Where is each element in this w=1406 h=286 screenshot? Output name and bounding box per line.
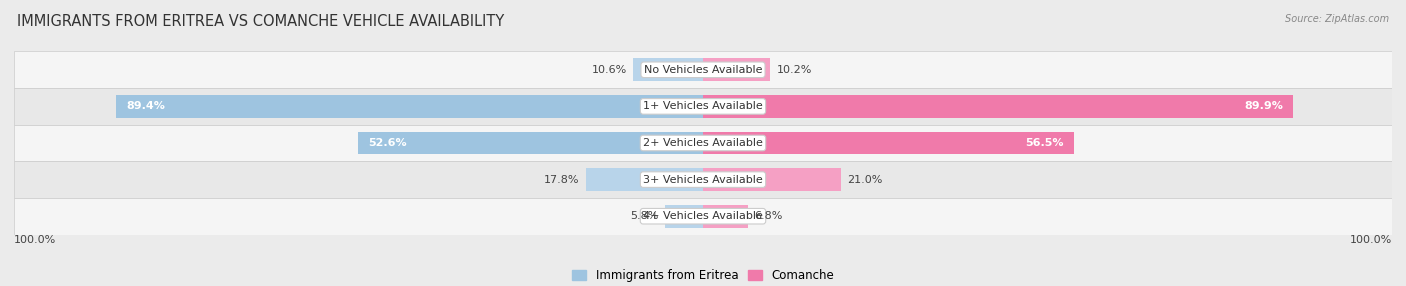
Text: 1+ Vehicles Available: 1+ Vehicles Available [643,102,763,111]
Text: No Vehicles Available: No Vehicles Available [644,65,762,75]
Text: 21.0%: 21.0% [848,175,883,184]
Legend: Immigrants from Eritrea, Comanche: Immigrants from Eritrea, Comanche [567,265,839,286]
Text: 2+ Vehicles Available: 2+ Vehicles Available [643,138,763,148]
Bar [117,95,703,118]
Bar [703,205,748,228]
Bar [586,168,703,191]
Text: Source: ZipAtlas.com: Source: ZipAtlas.com [1285,14,1389,24]
Bar [703,95,1294,118]
Text: 52.6%: 52.6% [368,138,406,148]
Bar [14,125,1392,161]
Text: 6.8%: 6.8% [754,211,783,221]
Text: IMMIGRANTS FROM ERITREA VS COMANCHE VEHICLE AVAILABILITY: IMMIGRANTS FROM ERITREA VS COMANCHE VEHI… [17,14,505,29]
Bar [359,132,703,154]
Bar [14,198,1392,235]
Text: 17.8%: 17.8% [544,175,579,184]
Bar [14,88,1392,125]
Bar [665,205,703,228]
Text: 10.2%: 10.2% [776,65,811,75]
Text: 5.8%: 5.8% [630,211,658,221]
Text: 89.9%: 89.9% [1244,102,1284,111]
Text: 4+ Vehicles Available: 4+ Vehicles Available [643,211,763,221]
Text: 10.6%: 10.6% [592,65,627,75]
Bar [703,132,1074,154]
Text: 3+ Vehicles Available: 3+ Vehicles Available [643,175,763,184]
Text: 89.4%: 89.4% [127,102,165,111]
Text: 100.0%: 100.0% [14,235,56,245]
Bar [634,58,703,81]
Text: 56.5%: 56.5% [1025,138,1064,148]
Bar [703,168,841,191]
Bar [14,161,1392,198]
Bar [14,51,1392,88]
Text: 100.0%: 100.0% [1350,235,1392,245]
Bar [703,58,770,81]
